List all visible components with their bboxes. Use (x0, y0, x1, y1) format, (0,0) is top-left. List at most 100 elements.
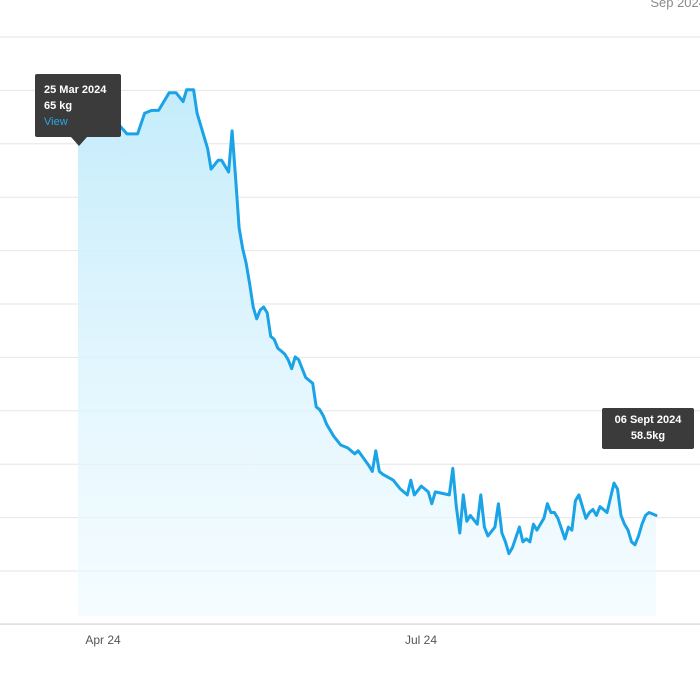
data-point (304, 376, 308, 380)
data-point (419, 484, 423, 488)
data-point (612, 481, 616, 485)
data-point (623, 522, 627, 526)
data-point (447, 493, 451, 497)
data-point (430, 502, 434, 506)
data-point (573, 499, 577, 503)
data-point (279, 349, 283, 353)
data-point (185, 88, 189, 92)
data-point (283, 352, 287, 356)
data-point (346, 446, 350, 450)
data-point (475, 522, 479, 526)
tooltip-value: 58.5kg (630, 430, 666, 442)
data-point (451, 466, 455, 470)
data-point (237, 226, 241, 230)
data-point (262, 305, 266, 309)
data-point (637, 534, 641, 538)
data-point (269, 334, 273, 338)
data-point (500, 531, 504, 535)
data-point (370, 469, 374, 473)
data-point (580, 505, 584, 509)
data-point (258, 308, 262, 312)
data-point (367, 464, 371, 468)
data-point (493, 525, 497, 529)
data-point (524, 537, 528, 541)
data-point (230, 129, 234, 133)
tooltip-date: 06 Sept 2024 (614, 414, 682, 426)
data-point (150, 108, 154, 112)
data-point (630, 540, 634, 544)
data-point (195, 111, 199, 115)
data-point (577, 493, 581, 497)
data-point (412, 493, 416, 497)
date-range-label: Sep 2024 (650, 0, 700, 10)
data-point (272, 337, 276, 341)
data-point (591, 508, 595, 512)
data-point (461, 493, 465, 497)
data-point (391, 478, 395, 482)
data-point (507, 552, 511, 556)
data-point (584, 516, 588, 520)
data-point (626, 528, 630, 532)
data-point (594, 513, 598, 517)
data-point (563, 537, 567, 541)
data-point (381, 472, 385, 476)
data-point (265, 311, 269, 315)
view-link[interactable]: View (44, 116, 68, 128)
data-point (234, 176, 238, 180)
data-point (286, 358, 290, 362)
data-point (549, 511, 553, 515)
data-point (398, 487, 402, 491)
data-point (377, 469, 381, 473)
data-point (521, 540, 525, 544)
data-point (535, 528, 539, 532)
x-tick-label: Apr 24 (85, 633, 121, 647)
data-point (255, 317, 259, 321)
data-point (167, 91, 171, 95)
data-point (566, 525, 570, 529)
start-tooltip: 25 Mar 2024 65 kg View (35, 74, 121, 146)
data-point (181, 100, 185, 104)
data-point (602, 508, 606, 512)
data-point (241, 246, 245, 250)
tooltip-date: 25 Mar 2024 (44, 84, 107, 96)
data-point (143, 111, 147, 115)
data-point (374, 449, 378, 453)
data-point (598, 505, 602, 509)
data-point (356, 449, 360, 453)
data-point (220, 158, 224, 162)
data-point (314, 405, 318, 409)
data-point (479, 493, 483, 497)
data-point (409, 478, 413, 482)
data-point (468, 513, 472, 517)
data-point (640, 522, 644, 526)
data-point (510, 546, 514, 550)
tooltip-pointer (71, 137, 87, 146)
tooltip-value: 65 kg (44, 100, 73, 112)
data-point (528, 540, 532, 544)
data-point (251, 305, 255, 309)
data-point (311, 381, 315, 385)
data-point (325, 422, 329, 426)
data-point (227, 170, 231, 174)
data-point (433, 490, 437, 494)
data-point (605, 511, 609, 515)
data-point (587, 511, 591, 515)
data-point (496, 502, 500, 506)
data-point (353, 452, 357, 456)
data-point (570, 528, 574, 532)
data-point (486, 534, 490, 538)
data-point (465, 519, 469, 523)
data-point (647, 511, 651, 515)
data-point (244, 261, 248, 265)
data-point (458, 531, 462, 535)
data-point (125, 132, 129, 136)
data-point (293, 355, 297, 359)
data-point (276, 346, 280, 350)
data-point (619, 513, 623, 517)
x-tick-label: Jul 24 (405, 633, 437, 647)
data-point (542, 516, 546, 520)
data-point (609, 496, 613, 500)
data-point (503, 540, 507, 544)
data-point (556, 516, 560, 520)
